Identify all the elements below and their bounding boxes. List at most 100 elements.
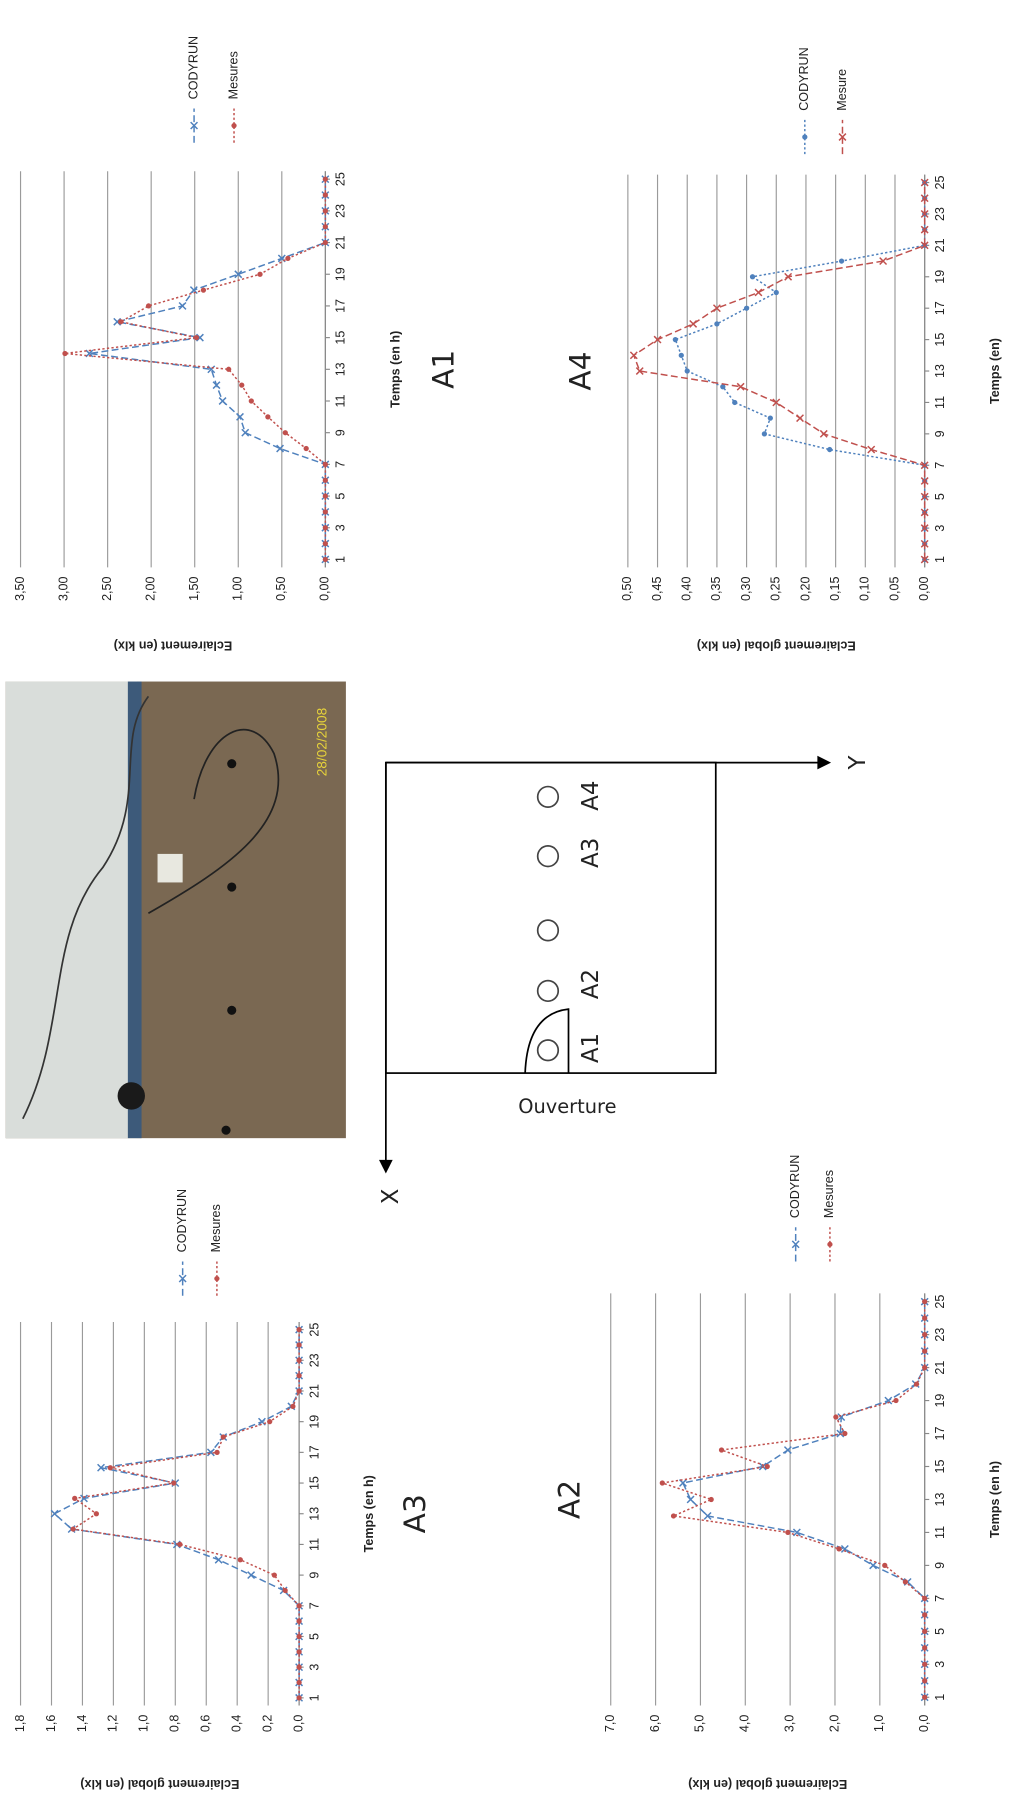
marker bbox=[322, 176, 328, 182]
y-tick-label: 0,0 bbox=[291, 1715, 305, 1732]
y-axis-title: Eclairement (en klx) bbox=[114, 639, 233, 653]
x-tick-label: 3 bbox=[334, 524, 348, 531]
y-tick-label: 1,0 bbox=[872, 1715, 886, 1732]
y-tick-label: 0,25 bbox=[769, 576, 783, 600]
y-tick-label: 1,00 bbox=[231, 576, 245, 600]
marker bbox=[322, 239, 328, 246]
x-tick-label: 19 bbox=[933, 1394, 947, 1408]
marker bbox=[220, 1434, 226, 1440]
chart-caption: A1 bbox=[426, 350, 461, 389]
photo-logger bbox=[157, 853, 183, 883]
marker bbox=[296, 1357, 302, 1363]
marker bbox=[271, 1572, 277, 1578]
marker bbox=[296, 1695, 302, 1701]
photo-sensor bbox=[221, 1125, 231, 1135]
marker bbox=[922, 1331, 928, 1338]
x-tick-label: 5 bbox=[933, 493, 947, 500]
marker bbox=[920, 555, 929, 564]
marker bbox=[659, 1480, 665, 1486]
marker bbox=[296, 1603, 302, 1609]
x-tick-label: 15 bbox=[933, 333, 947, 347]
marker bbox=[922, 1315, 928, 1321]
x-tick-label: 17 bbox=[334, 299, 348, 313]
arrow-head bbox=[379, 1159, 393, 1174]
marker bbox=[884, 1396, 893, 1405]
x-tick-label: 21 bbox=[933, 1361, 947, 1375]
marker bbox=[792, 1528, 801, 1537]
marker bbox=[107, 1465, 113, 1471]
marker bbox=[819, 429, 828, 438]
series-line bbox=[89, 179, 327, 560]
y-axis-title: Eclairement global (en klx) bbox=[80, 1777, 239, 1791]
y-axis-title: Eclairement global (en klx) bbox=[688, 1777, 847, 1791]
marker bbox=[190, 121, 199, 130]
series-line bbox=[53, 1329, 300, 1698]
x-axis-label: X bbox=[378, 1189, 404, 1205]
sensor-point bbox=[536, 979, 560, 1003]
point-label: A3 bbox=[578, 838, 604, 868]
marker bbox=[920, 178, 929, 187]
marker bbox=[672, 336, 678, 343]
y-tick-label: 1,0 bbox=[137, 1715, 151, 1732]
y-tick-label: 2,0 bbox=[827, 1715, 841, 1732]
marker bbox=[718, 1447, 725, 1453]
opening-label: Ouverture bbox=[518, 1095, 616, 1118]
marker bbox=[322, 509, 328, 515]
marker bbox=[247, 1571, 256, 1580]
marker bbox=[322, 224, 328, 230]
marker bbox=[322, 525, 328, 531]
diagram: Y X Ouverture A1 A2 A3 A4 bbox=[378, 756, 871, 1205]
marker bbox=[653, 335, 662, 344]
marker bbox=[635, 367, 644, 375]
marker bbox=[686, 1495, 695, 1504]
marker bbox=[920, 461, 929, 470]
marker bbox=[920, 477, 929, 485]
y-tick-label: 0,45 bbox=[650, 576, 664, 600]
marker bbox=[93, 1511, 99, 1517]
legend-label: Mesures bbox=[209, 1204, 223, 1252]
marker bbox=[902, 1579, 909, 1585]
x-tick-label: 1 bbox=[334, 556, 348, 563]
legend-label: CODYRUN bbox=[175, 1189, 189, 1252]
marker bbox=[791, 1240, 800, 1249]
marker bbox=[322, 540, 328, 547]
marker bbox=[214, 1555, 223, 1564]
marker bbox=[237, 1557, 243, 1563]
marker bbox=[234, 270, 243, 279]
marker bbox=[732, 399, 738, 406]
marker bbox=[296, 1342, 302, 1348]
marker bbox=[72, 1495, 78, 1502]
x-tick-label: 19 bbox=[933, 270, 947, 284]
marker bbox=[714, 321, 720, 327]
marker bbox=[296, 1649, 302, 1655]
marker bbox=[62, 350, 68, 357]
x-tick-label: 3 bbox=[307, 1664, 321, 1671]
x-tick-label: 3 bbox=[933, 525, 947, 532]
x-tick-label: 17 bbox=[307, 1445, 321, 1459]
marker bbox=[773, 289, 779, 296]
y-tick-label: 0,00 bbox=[917, 576, 931, 600]
marker bbox=[838, 258, 845, 264]
marker bbox=[783, 1446, 792, 1454]
marker bbox=[764, 1463, 770, 1470]
photo-date: 28/02/2008 bbox=[315, 707, 330, 776]
x-tick-label: 9 bbox=[307, 1572, 321, 1579]
opening-shape bbox=[524, 1008, 570, 1074]
legend-label: Mesures bbox=[226, 51, 240, 99]
marker bbox=[97, 1463, 105, 1472]
marker bbox=[827, 446, 833, 453]
x-tick-label: 13 bbox=[933, 364, 947, 378]
marker bbox=[296, 1679, 302, 1686]
x-tick-label: 23 bbox=[933, 1328, 947, 1342]
chart-caption: A3 bbox=[397, 1494, 432, 1533]
x-tick-label: 9 bbox=[933, 1562, 947, 1569]
x-tick-label: 11 bbox=[307, 1538, 321, 1551]
marker bbox=[920, 241, 929, 250]
marker bbox=[784, 272, 793, 281]
marker bbox=[322, 477, 328, 483]
x-axis-title: Temps (en) bbox=[988, 338, 1002, 404]
chart-caption: A4 bbox=[563, 351, 598, 390]
marker bbox=[922, 1612, 928, 1618]
marker bbox=[922, 1595, 928, 1601]
x-axis-title: Temps (en h) bbox=[388, 331, 402, 408]
